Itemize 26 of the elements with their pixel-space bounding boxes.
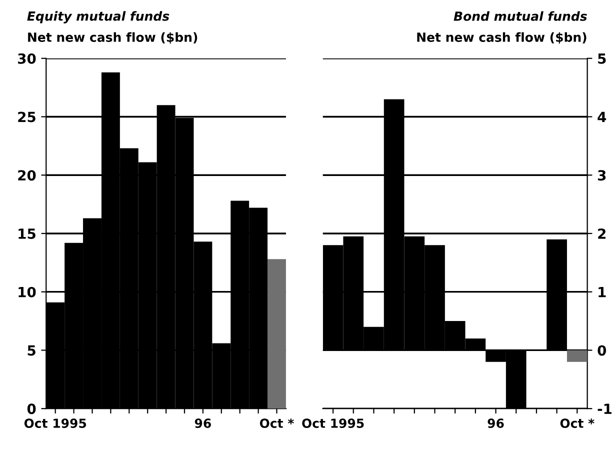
y-tick-label: 5: [598, 54, 606, 64]
chart-title: Equity mutual funds: [27, 11, 170, 24]
x-tick-label: 96: [488, 418, 504, 428]
bar: [566, 350, 588, 362]
y-tick-label: 10: [18, 286, 36, 298]
y-tick-label: 0: [27, 404, 36, 414]
chart-title: Bond mutual funds: [454, 11, 587, 21]
y-tick-label: 20: [18, 170, 36, 181]
y-tick-label: 0: [598, 345, 606, 356]
chart-subtitle: Net new cash flow ($bn): [417, 32, 586, 44]
x-tick-label: Oct *: [260, 418, 294, 428]
y-tick-label: 4: [598, 112, 606, 122]
y-tick-label: 5: [28, 345, 36, 356]
y-tick-label: 1: [598, 287, 606, 298]
y-tick-label: 25: [18, 112, 36, 122]
y-tick-label: -1: [598, 404, 612, 414]
y-tick-label: 30: [18, 53, 36, 64]
x-tick-label: 96: [194, 418, 211, 428]
chart-subtitle: Net new cash flow ($bn): [28, 32, 198, 44]
y-tick-label: 15: [18, 228, 36, 239]
y-tick-label: 3: [598, 170, 606, 181]
x-tick-label: Oct *: [560, 418, 594, 428]
bar: [268, 259, 286, 409]
y-tick-label: 2: [598, 228, 606, 239]
x-tick-label: Oct 1995: [302, 418, 364, 428]
x-tick-label: Oct 1995: [24, 418, 86, 428]
